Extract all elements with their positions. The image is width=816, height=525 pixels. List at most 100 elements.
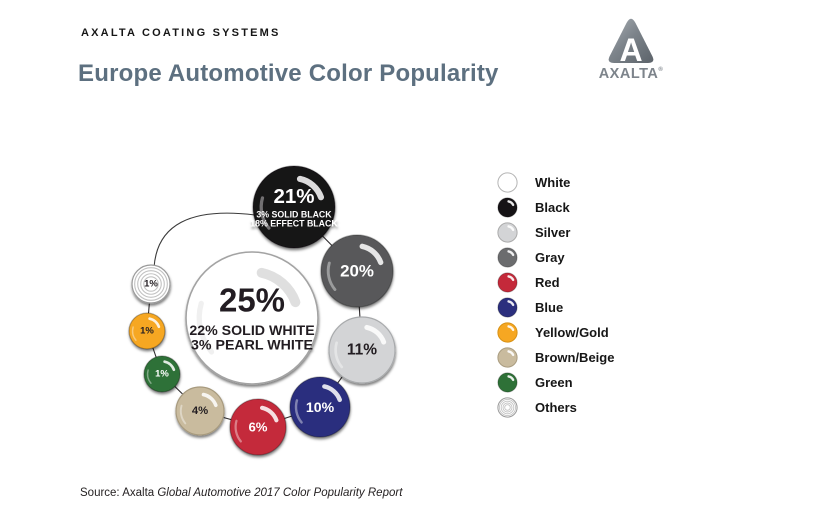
- black-swatch-icon: [497, 197, 518, 218]
- source-line: Source: Axalta Global Automotive 2017 Co…: [80, 487, 402, 499]
- bubble-value-label: 20%: [340, 262, 374, 281]
- gloss-lowlight: [326, 261, 337, 291]
- green-swatch-icon: [497, 372, 518, 393]
- gloss-highlight: [359, 243, 384, 266]
- blue-swatch-icon: [497, 297, 518, 318]
- swatch-circle: [497, 272, 518, 293]
- bubble-value-label: 11%: [347, 342, 377, 359]
- concentric-ring: [137, 270, 165, 298]
- swatch-circle: [497, 372, 518, 393]
- gloss-highlight: [256, 267, 301, 308]
- bubble-green: 1%: [143, 355, 181, 393]
- gloss-lowlight: [196, 300, 215, 355]
- legend-item-blue: Blue: [497, 295, 614, 320]
- legend-item-red: Red: [497, 270, 614, 295]
- gloss-highlight: [507, 350, 515, 357]
- connector-arc: [153, 212, 256, 269]
- axalta-mark-shape: [608, 18, 654, 63]
- color-legend: White Black Silver Gray Red Blue Yellow/Gold Br…: [497, 170, 614, 420]
- gloss-highlight: [201, 392, 218, 408]
- brown-beige-swatch-icon: [497, 347, 518, 368]
- legend-item-others: Others: [497, 395, 614, 420]
- axalta-logo-icon: A AXALTA®: [599, 18, 663, 82]
- swatch-circle: [497, 247, 518, 268]
- legend-item-green: Green: [497, 370, 614, 395]
- swatch-circle: [497, 172, 518, 193]
- silver-swatch-icon: [497, 222, 518, 243]
- legend-label: Black: [535, 200, 570, 215]
- bubble-value-label: 22% SOLID WHITE: [189, 323, 314, 339]
- legend-item-brown-beige: Brown/Beige: [497, 345, 614, 370]
- legend-label: Others: [535, 400, 577, 415]
- gloss-lowlight: [179, 404, 187, 425]
- gloss-lowlight: [131, 326, 137, 341]
- bubble-value-label: 6%: [248, 420, 267, 435]
- gloss-lowlight: [294, 399, 303, 424]
- white-swatch-icon: [497, 172, 518, 193]
- gloss-lowlight: [146, 369, 152, 384]
- bubble-value-label: 10%: [306, 399, 335, 415]
- legend-label: Red: [535, 275, 560, 290]
- legend-label: Yellow/Gold: [535, 325, 609, 340]
- bubble-value-label: 21%: [273, 185, 314, 208]
- axalta-wordmark: AXALTA: [599, 66, 659, 82]
- gloss-highlight: [322, 384, 342, 403]
- gloss-highlight: [148, 317, 161, 329]
- legend-label: White: [535, 175, 571, 190]
- legend-item-silver: Silver: [497, 220, 614, 245]
- legend-label: Green: [535, 375, 573, 390]
- gloss-lowlight: [234, 419, 242, 443]
- gloss-lowlight: [259, 196, 271, 230]
- gloss-highlight: [507, 275, 515, 282]
- legend-label: Gray: [535, 250, 565, 265]
- bubble-value-label: 3% SOLID BLACK: [256, 210, 332, 220]
- axalta-logo: A AXALTA®: [597, 13, 671, 87]
- bubble-blue: 10%: [289, 376, 351, 438]
- legend-item-black: Black: [497, 195, 614, 220]
- others-swatch-icon: [497, 397, 518, 418]
- bubble-red: 6%: [229, 398, 287, 456]
- swatch-circle: [497, 347, 518, 368]
- concentric-ring: [502, 402, 513, 413]
- gloss-highlight: [507, 200, 515, 207]
- bubble-others: 1%: [131, 264, 171, 304]
- concentric-ring: [504, 404, 511, 411]
- bubble-brown-beige: 4%: [175, 386, 225, 436]
- gloss-highlight: [364, 324, 387, 345]
- page-title: Europe Automotive Color Popularity: [78, 60, 499, 87]
- swatch-circle: [497, 322, 518, 343]
- swatch-circle: [497, 397, 518, 418]
- red-swatch-icon: [497, 272, 518, 293]
- bubble-value-label: 25%: [219, 281, 285, 318]
- legend-item-gray: Gray: [497, 245, 614, 270]
- bubble-value-label: 3% PEARL WHITE: [191, 338, 313, 354]
- axalta-mark-letter: A: [619, 32, 642, 68]
- concentric-ring: [500, 400, 515, 415]
- concentric-ring: [140, 273, 162, 295]
- brand-name: AXALTA COATING SYSTEMS: [81, 27, 281, 39]
- legend-label: Silver: [535, 225, 571, 240]
- source-report-title: Global Automotive 2017 Color Popularity …: [157, 487, 403, 499]
- bubble-value-label: 18% EFFECT BLACK: [250, 219, 338, 229]
- gray-swatch-icon: [497, 247, 518, 268]
- gloss-highlight: [507, 250, 515, 257]
- bubble-value-label: 1%: [155, 369, 169, 380]
- concentric-ring: [143, 276, 159, 292]
- gloss-highlight: [507, 175, 515, 182]
- legend-item-white: White: [497, 170, 614, 195]
- gloss-highlight: [507, 300, 515, 307]
- legend-label: Blue: [535, 300, 564, 315]
- swatch-circle: [497, 222, 518, 243]
- yellow-gold-swatch-icon: [497, 322, 518, 343]
- gloss-highlight: [507, 375, 515, 382]
- legend-label: Brown/Beige: [535, 350, 615, 365]
- source-prefix: Source: Axalta: [80, 487, 158, 499]
- gloss-highlight: [163, 360, 176, 372]
- gloss-highlight: [296, 175, 325, 201]
- gloss-highlight: [259, 405, 279, 423]
- gloss-highlight: [507, 225, 515, 232]
- bubble-yellow-gold: 1%: [128, 312, 166, 350]
